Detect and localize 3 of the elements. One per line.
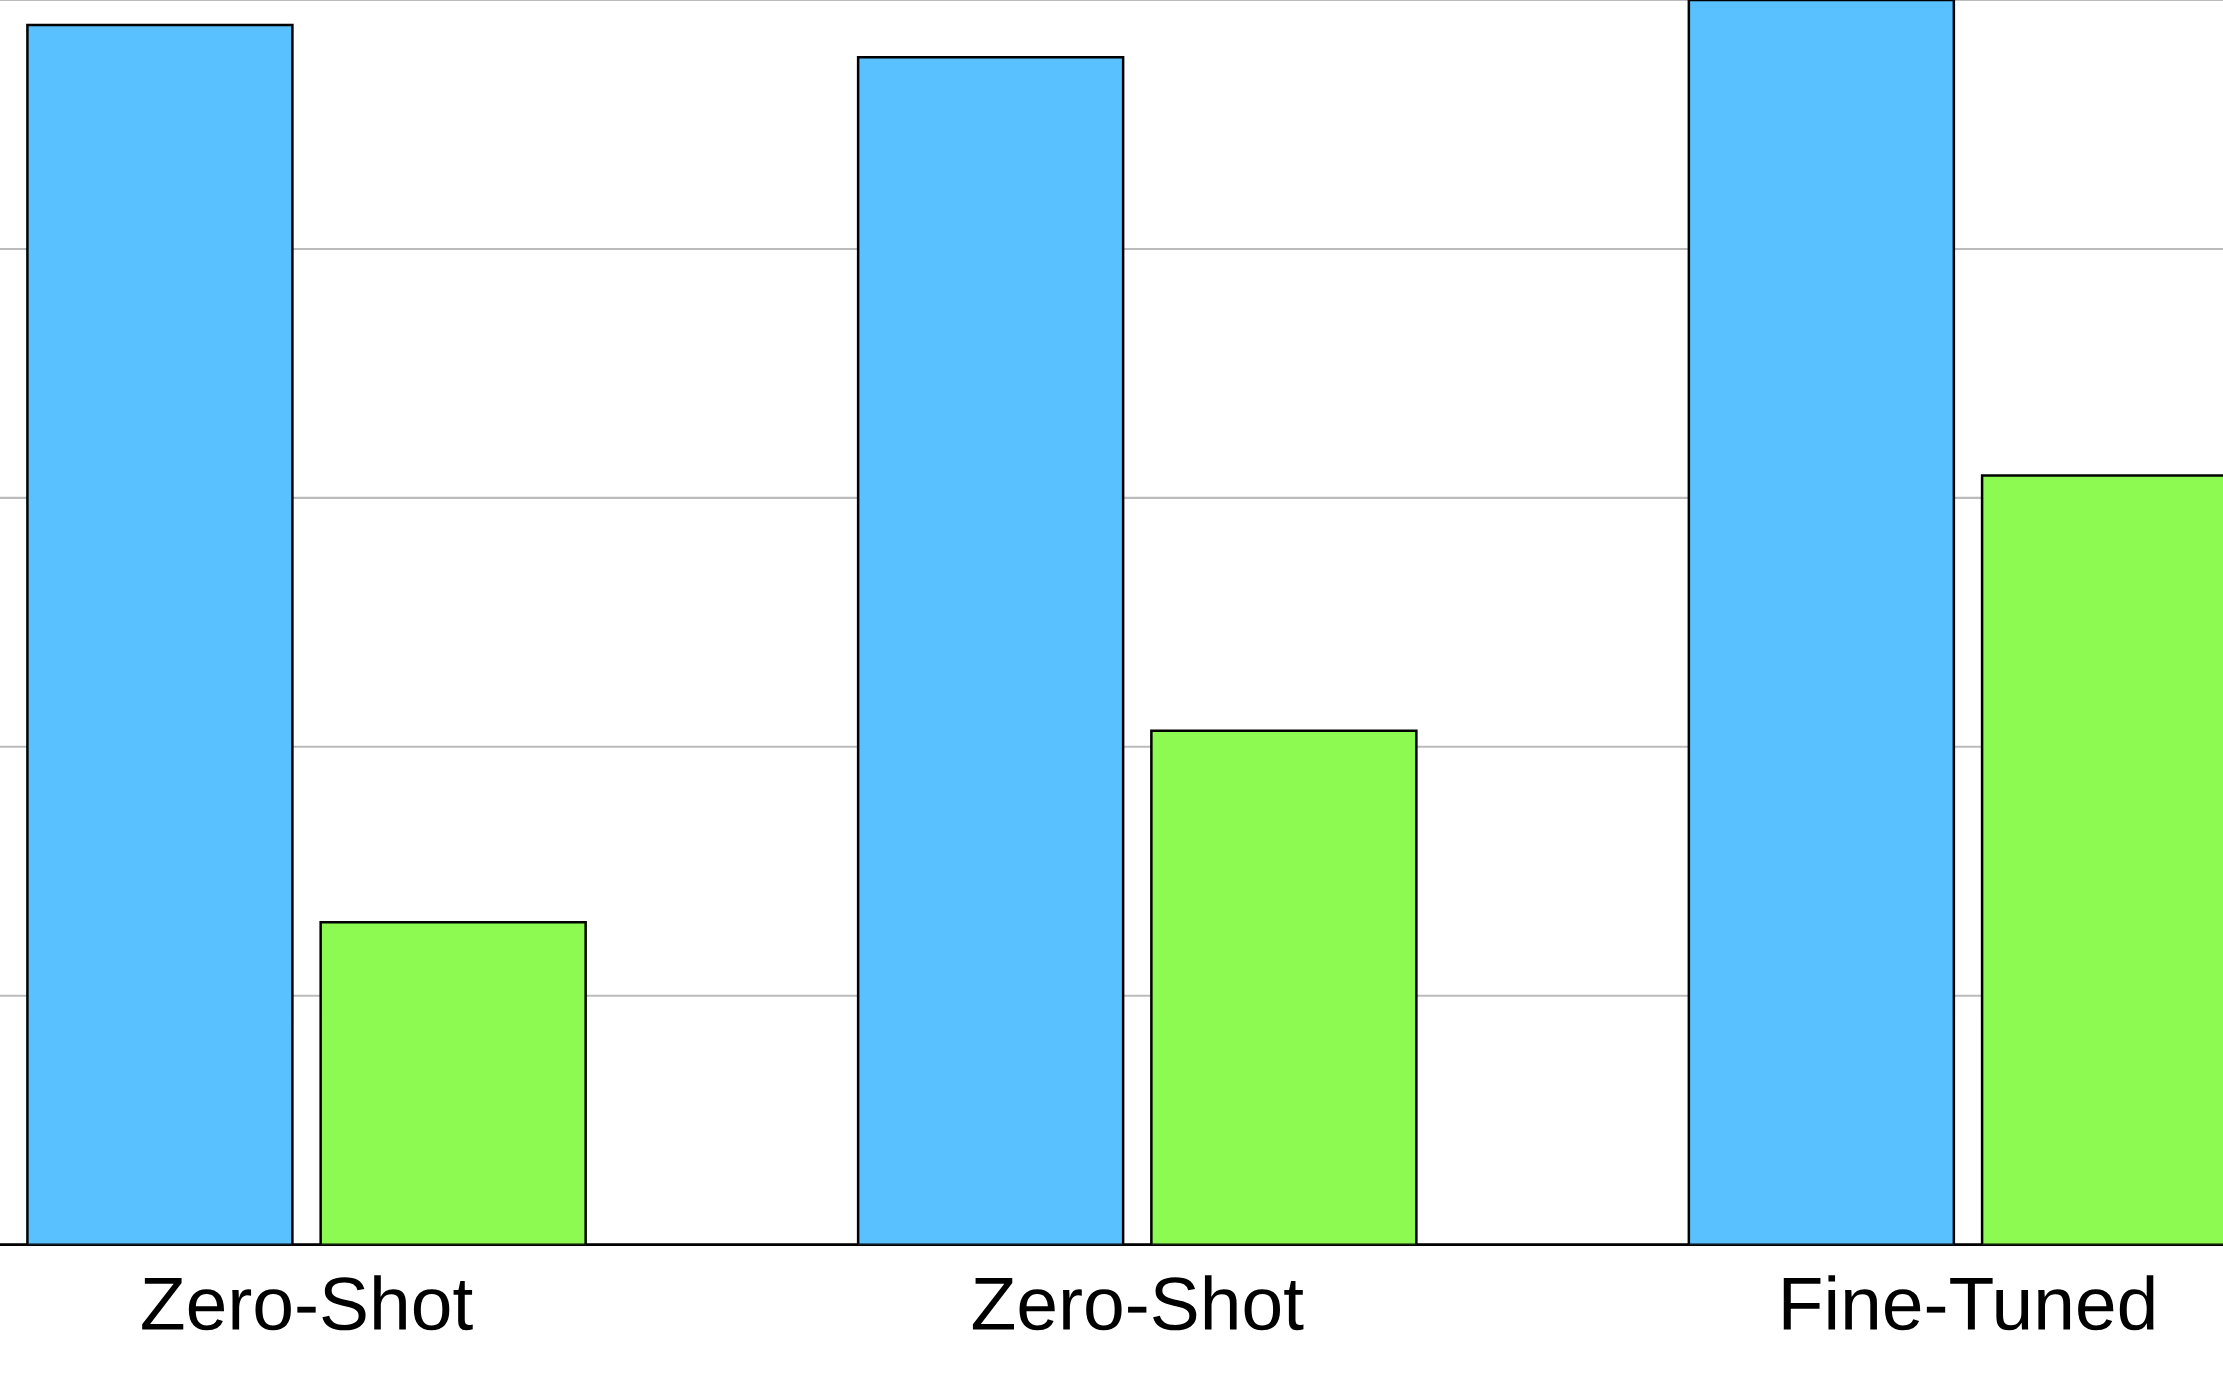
x-tick-label: Zero-Shot <box>972 1275 1304 1331</box>
x-tick-label: Zero-Shot <box>142 1275 473 1331</box>
x-tick-label: Fine-Tuned <box>1783 1275 2154 1331</box>
